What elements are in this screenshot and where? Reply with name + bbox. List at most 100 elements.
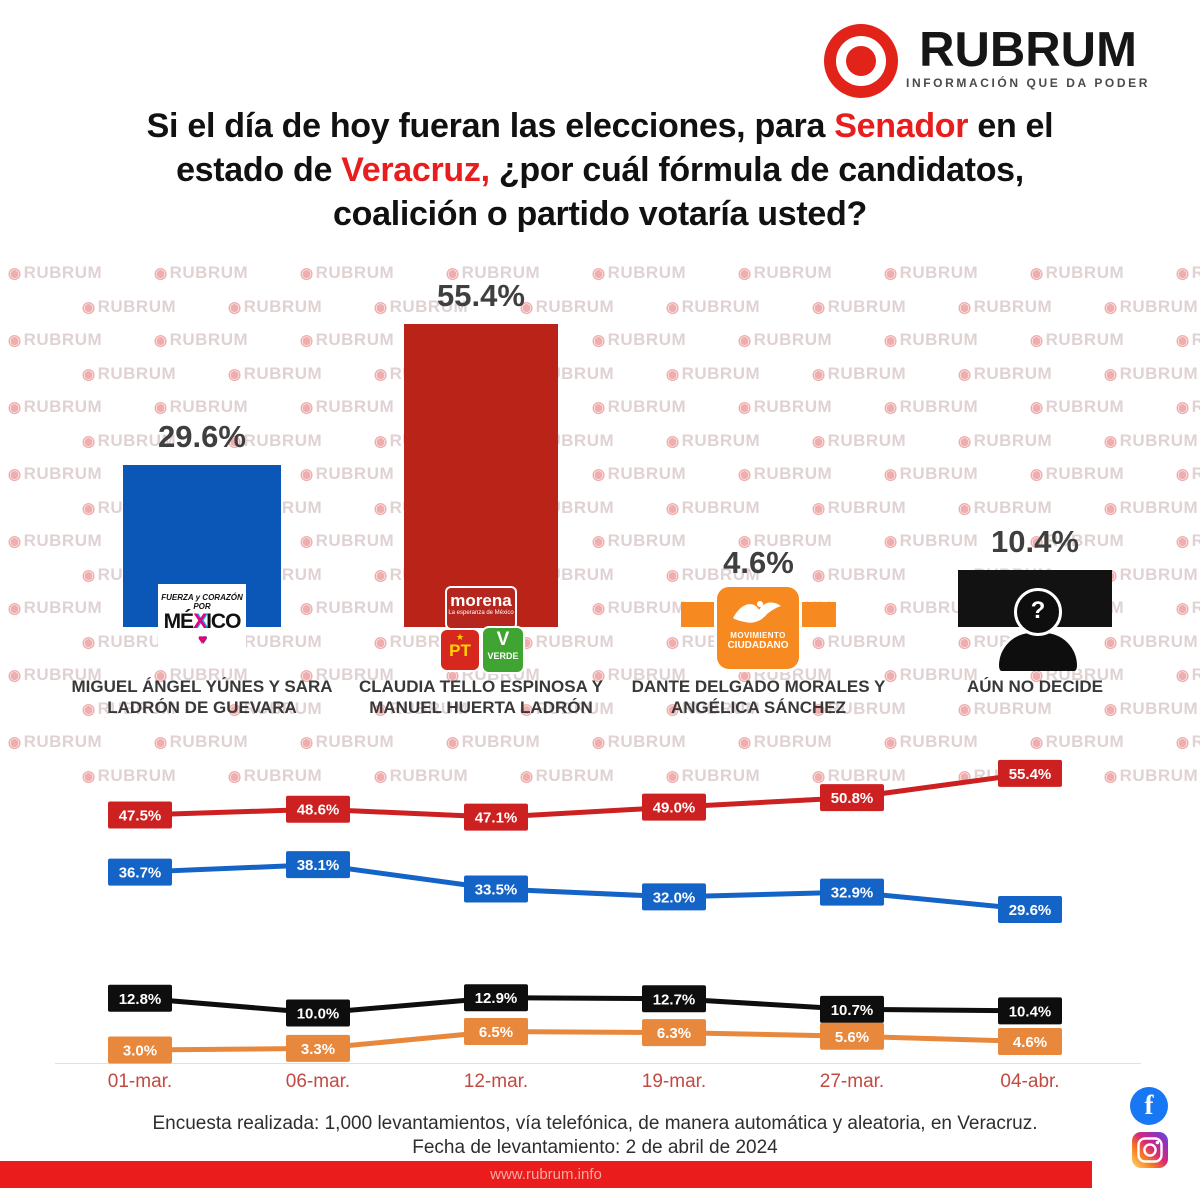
watermark-tile: ◉RUBRUM	[300, 263, 395, 282]
watermark-tile: ◉RUBRUM	[300, 598, 395, 617]
bar-value-label: 29.6%	[158, 419, 246, 455]
watermark-tile: ◉RUBRUM	[154, 397, 249, 416]
watermark-tile: ◉RUBRUM	[1176, 665, 1200, 684]
watermark-tile: ◉RUBRUM	[82, 430, 177, 450]
watermark-tile: ◉RUBRUM	[520, 765, 615, 785]
watermark-tile: ◉RUBRUM	[666, 430, 761, 450]
watermark-tile: ◉RUBRUM	[812, 564, 907, 584]
watermark-tile: ◉RUBRUM	[666, 497, 761, 517]
verde-v-mark: V	[496, 629, 510, 650]
watermark-tile: ◉RUBRUM	[592, 263, 687, 282]
brand-tagline: INFORMACIÓN QUE DA PODER	[906, 76, 1150, 90]
methodology-note: Encuesta realizada: 1,000 levantamientos…	[152, 1113, 1038, 1134]
watermark-tile: ◉RUBRUM	[82, 631, 177, 651]
watermark-tile: ◉RUBRUM	[520, 698, 615, 718]
watermark-tile: ◉RUBRUM	[520, 296, 615, 316]
watermark-tile: ◉RUBRUM	[738, 263, 833, 282]
watermark-tile: ◉RUBRUM	[154, 330, 249, 349]
watermark-tile: ◉RUBRUM	[374, 296, 469, 316]
watermark-tile: ◉RUBRUM	[592, 531, 687, 550]
bar-category-label: AÚN NO DECIDE	[966, 677, 1103, 696]
rubrum-target-icon	[824, 24, 899, 98]
fuerza-y-corazon-por-mexico-logo: FUERZA y CORAZÓN POR MÉXICO ♥	[158, 584, 246, 662]
watermark-tile: ◉RUBRUM	[1030, 531, 1125, 550]
instagram-icon[interactable]	[1132, 1132, 1168, 1168]
mc-line1: MOVIMIENTO	[730, 631, 786, 640]
x-axis-label: 01-mar.	[107, 1071, 173, 1092]
x-axis-line	[55, 1063, 1141, 1064]
watermark-tile: ◉RUBRUM	[666, 564, 761, 584]
watermark-tile: ◉RUBRUM	[228, 430, 323, 450]
watermark-tile: ◉RUBRUM	[154, 263, 249, 282]
bar-value-label: 55.4%	[437, 277, 525, 313]
watermark-tile: ◉RUBRUM	[8, 598, 103, 617]
website-url: www.rubrum.info	[490, 1166, 602, 1183]
watermark-tile: ◉RUBRUM	[812, 430, 907, 450]
watermark-tile: ◉RUBRUM	[592, 464, 687, 483]
watermark-tile: ◉RUBRUM	[82, 698, 177, 718]
watermark-tile: ◉RUBRUM	[1176, 397, 1200, 416]
watermark-tile: ◉RUBRUM	[1030, 732, 1125, 751]
watermark-tile: ◉RUBRUM	[300, 732, 395, 751]
question-mark: ?	[1030, 597, 1046, 624]
watermark-tile: ◉RUBRUM	[446, 263, 541, 282]
watermark-tile: ◉RUBRUM	[8, 464, 103, 483]
watermark-tile: ◉RUBRUM	[958, 363, 1053, 383]
watermark-tile: ◉RUBRUM	[1176, 598, 1200, 617]
watermark-tile: ◉RUBRUM	[82, 296, 177, 316]
watermark-tile: ◉RUBRUM	[738, 330, 833, 349]
watermark-tile: ◉RUBRUM	[300, 665, 395, 684]
verde-logo: V VERDE	[483, 628, 523, 672]
watermark-tile: ◉RUBRUM	[666, 363, 761, 383]
watermark-tile: ◉RUBRUM	[592, 732, 687, 751]
watermark-tile: ◉RUBRUM	[1176, 464, 1200, 483]
watermark-tile: ◉RUBRUM	[1104, 698, 1199, 718]
facebook-icon[interactable]: f	[1130, 1087, 1168, 1125]
watermark-tile: ◉RUBRUM	[1030, 397, 1125, 416]
watermark-tile: ◉RUBRUM	[592, 330, 687, 349]
bar-value-label: 10.4%	[991, 524, 1079, 560]
watermark-tile: ◉RUBRUM	[812, 698, 907, 718]
watermark-tile: ◉RUBRUM	[884, 531, 979, 550]
mc-eagle-icon	[733, 601, 781, 623]
watermark-tile: ◉RUBRUM	[884, 732, 979, 751]
watermark-tile: ◉RUBRUM	[958, 296, 1053, 316]
fcm-script-text: FUERZA y CORAZÓN POR	[161, 593, 243, 611]
morena-logo: morena La esperanza de México	[447, 588, 515, 628]
watermark-tile: ◉RUBRUM	[1104, 564, 1199, 584]
watermark-tile: ◉RUBRUM	[300, 330, 395, 349]
watermark-tile: ◉RUBRUM	[446, 732, 541, 751]
watermark-tile: ◉RUBRUM	[1030, 330, 1125, 349]
watermark-tile: ◉RUBRUM	[1104, 497, 1199, 517]
watermark-tile: ◉RUBRUM	[228, 296, 323, 316]
watermark-tile: ◉RUBRUM	[154, 732, 249, 751]
watermark-tile: ◉RUBRUM	[82, 765, 177, 785]
watermark-tile: ◉RUBRUM	[812, 497, 907, 517]
bar-value-label: 4.6%	[723, 545, 794, 580]
watermark-tile: ◉RUBRUM	[592, 397, 687, 416]
watermark-tile: ◉RUBRUM	[958, 765, 1053, 785]
undecided-silhouette-head: ?	[1014, 588, 1062, 636]
x-axis-label: 06-mar.	[285, 1071, 351, 1092]
watermark-tile: ◉RUBRUM	[300, 464, 395, 483]
watermark-tile: ◉RUBRUM	[300, 531, 395, 550]
watermark-tile: ◉RUBRUM	[958, 497, 1053, 517]
watermark-tile: ◉RUBRUM	[300, 397, 395, 416]
watermark-tile: ◉RUBRUM	[884, 263, 979, 282]
x-axis-label: 19-mar.	[641, 1071, 707, 1092]
watermark-tile: ◉RUBRUM	[738, 531, 833, 550]
morena-tagline: La esperanza de México	[448, 610, 514, 616]
pt-logo: PT	[441, 630, 479, 670]
watermark-tile: ◉RUBRUM	[228, 363, 323, 383]
watermark-tile: ◉RUBRUM	[1176, 732, 1200, 751]
watermark-tile: ◉RUBRUM	[8, 531, 103, 550]
fcm-x-mark: X	[193, 610, 207, 633]
watermark-tile: ◉RUBRUM	[1104, 296, 1199, 316]
watermark-tile: ◉RUBRUM	[82, 363, 177, 383]
bar-1	[404, 323, 558, 627]
watermark-tile: ◉RUBRUM	[374, 698, 469, 718]
watermark-tile: ◉RUBRUM	[8, 263, 103, 282]
brand-text: RUBRUM INFORMACIÓN QUE DA PODER	[906, 24, 1150, 90]
watermark-tile: ◉RUBRUM	[8, 665, 103, 684]
